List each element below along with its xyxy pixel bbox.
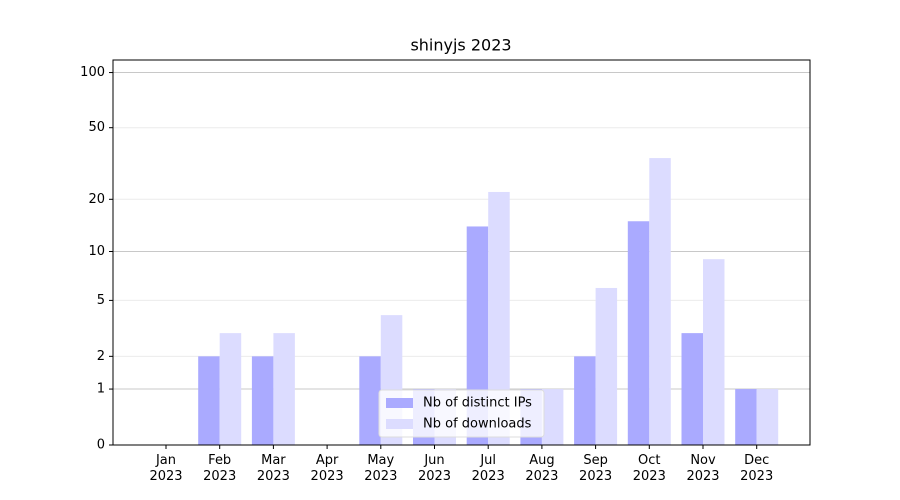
plot-frame xyxy=(112,59,811,446)
bar xyxy=(488,191,510,445)
x-tick-label: Mar 2023 xyxy=(256,453,290,484)
x-tick-label: Dec 2023 xyxy=(740,453,774,484)
bar xyxy=(541,389,564,445)
x-tick-label: Apr 2023 xyxy=(310,453,344,484)
x-tick-label: Oct 2023 xyxy=(632,453,666,484)
y-tick-label: 10 xyxy=(88,244,105,259)
x-tick-label: Nov 2023 xyxy=(686,453,720,484)
y-tick-label: 50 xyxy=(88,120,105,135)
x-tick-label: Jul 2023 xyxy=(471,453,505,484)
y-tick-label: 5 xyxy=(97,293,105,308)
bar xyxy=(198,356,220,445)
bar xyxy=(756,389,779,445)
y-tick-label: 0 xyxy=(97,438,105,453)
x-tick-label: Jun 2023 xyxy=(417,453,452,484)
bar xyxy=(649,158,671,445)
x-tick-label: Aug 2023 xyxy=(525,453,559,484)
y-tick-label: 2 xyxy=(97,349,105,364)
chart-title: shinyjs 2023 xyxy=(410,36,511,55)
x-tick-label: May 2023 xyxy=(364,453,398,484)
bar xyxy=(703,259,725,445)
x-tick-label: Jan 2023 xyxy=(149,453,183,484)
bar xyxy=(251,356,274,445)
legend-swatch xyxy=(386,398,413,408)
legend-label: Nb of distinct IPs xyxy=(423,396,532,411)
bar xyxy=(359,356,381,445)
y-tick-label: 20 xyxy=(88,192,105,207)
y-tick-label: 100 xyxy=(80,65,105,80)
x-tick-label: Feb 2023 xyxy=(203,453,237,484)
bar xyxy=(735,389,757,445)
legend-label: Nb of downloads xyxy=(423,417,532,432)
bar xyxy=(574,356,596,445)
bar xyxy=(627,221,650,445)
bar xyxy=(219,333,242,445)
bar xyxy=(681,333,703,445)
y-tick-label: 1 xyxy=(97,382,105,397)
legend-swatch xyxy=(386,419,413,429)
bar xyxy=(273,333,295,445)
bar xyxy=(595,287,618,445)
x-tick-label: Sep 2023 xyxy=(579,453,613,484)
legend-box xyxy=(378,389,545,438)
